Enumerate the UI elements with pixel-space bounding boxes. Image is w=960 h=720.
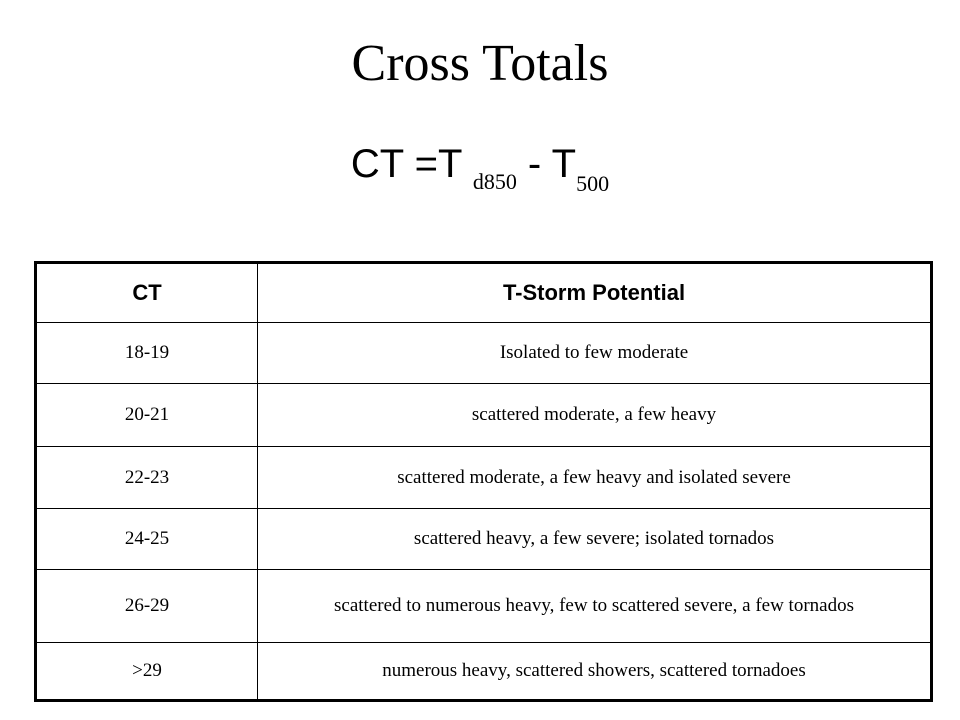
ct-range-cell: 24-25: [35, 508, 258, 570]
table-row: 24-25 scattered heavy, a few severe; iso…: [35, 508, 932, 570]
ct-range-cell: 18-19: [35, 322, 258, 384]
table-row: 18-19 Isolated to few moderate: [35, 322, 932, 384]
formula-subscript-500: 500: [576, 171, 610, 196]
ct-range-cell: >29: [35, 642, 258, 701]
formula-lhs: CT =T: [350, 142, 473, 186]
page-title: Cross Totals: [351, 35, 609, 92]
table-header-row: CT T-Storm Potential: [35, 262, 932, 323]
tstorm-potential-cell: numerous heavy, scattered showers, scatt…: [257, 642, 932, 701]
ct-range-cell: 22-23: [35, 446, 258, 509]
ct-range-cell: 26-29: [35, 569, 258, 643]
table-row: >29 numerous heavy, scattered showers, s…: [35, 642, 932, 701]
tstorm-potential-cell: scattered heavy, a few severe; isolated …: [257, 508, 932, 570]
cross-totals-formula: CT =T d850 - T500: [0, 140, 960, 196]
ct-range-cell: 20-21: [35, 383, 258, 447]
tstorm-potential-cell: scattered moderate, a few heavy and isol…: [257, 446, 932, 509]
column-header-ct: CT: [35, 262, 258, 323]
tstorm-potential-cell: Isolated to few moderate: [257, 322, 932, 384]
column-header-tstorm-potential: T-Storm Potential: [257, 262, 932, 323]
formula-subscript-d850: d850: [472, 169, 517, 194]
formula-operator: - T: [516, 142, 577, 186]
cross-totals-table: CT T-Storm Potential 18-19 Isolated to f…: [34, 261, 933, 702]
tstorm-potential-cell: scattered moderate, a few heavy: [257, 383, 932, 447]
table-row: 26-29 scattered to numerous heavy, few t…: [35, 569, 932, 643]
table-row: 22-23 scattered moderate, a few heavy an…: [35, 446, 932, 509]
table-row: 20-21 scattered moderate, a few heavy: [35, 383, 932, 447]
tstorm-potential-cell: scattered to numerous heavy, few to scat…: [257, 569, 932, 643]
